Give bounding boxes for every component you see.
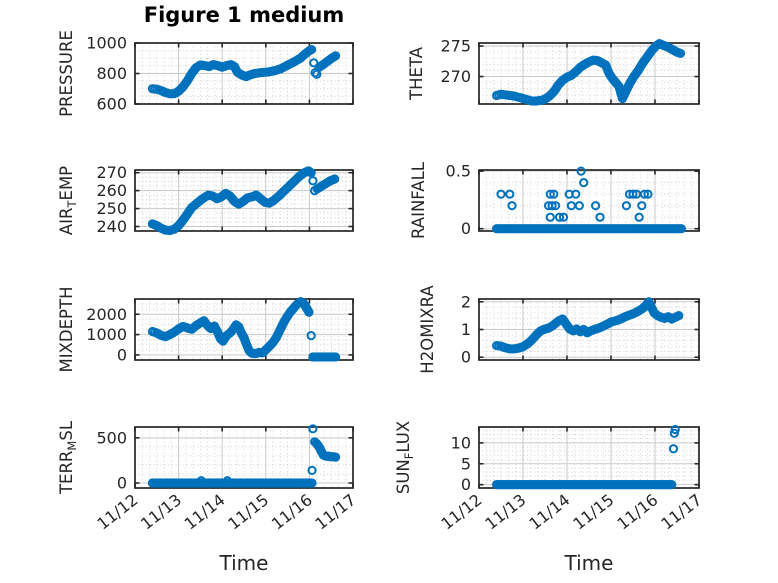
xtick-label: 11/13 (481, 490, 529, 533)
xtick-label: 11/12 (437, 490, 485, 533)
ylabel-rainfall: RAINFALL (409, 161, 428, 239)
ylabel-sun_flux: SUNFLUX (394, 421, 416, 494)
ytick-label: 1000 (86, 325, 127, 344)
ylabel-air_temp: AIRTEMP (57, 166, 79, 235)
ytick-label: 5 (461, 454, 471, 473)
ylabel-mixdepth: MIXDEPTH (57, 287, 76, 373)
xtick-label: 11/15 (569, 490, 617, 533)
ytick-label: 600 (96, 95, 127, 114)
ytick-label: 500 (96, 428, 127, 447)
xtick-label: 11/15 (224, 490, 272, 533)
xtick-label: 11/16 (613, 490, 661, 533)
subplot-rainfall: 0 0.5 RAINFALL (409, 161, 700, 239)
subplot-sun_flux: 0 5 10 SUNFLUX 11/1211/1311/1411/1511/1611/1… (394, 421, 705, 534)
ylabel-theta: THETA (407, 46, 426, 101)
xtick-label: 11/17 (311, 490, 359, 533)
ytick-label: 0 (117, 345, 127, 364)
xtick-label: 11/14 (181, 490, 229, 533)
xlabel-time-left: Time (219, 551, 269, 575)
ytick-label: 10 (451, 433, 471, 452)
xtick-label: 11/12 (93, 490, 141, 533)
ytick-label: 275 (440, 37, 471, 56)
xtick-label: 11/17 (657, 490, 705, 533)
xtick-label: 11/16 (268, 490, 316, 533)
ytick-label: 800 (96, 64, 127, 83)
subplot-theta: 270 275 THETA (407, 37, 700, 106)
subplot-pressure: 600 800 1000 PRESSURE (57, 30, 354, 117)
ytick-label: 0 (461, 475, 471, 494)
ylabel-terr_msl: TERRMSL (57, 420, 79, 495)
ytick-label: 0.5 (446, 162, 471, 181)
ytick-label: 260 (96, 181, 127, 200)
subplot-h2omixra: 0 1 2 H2OMIXRA (418, 285, 700, 374)
ytick-label: 1000 (86, 34, 127, 53)
ytick-label: 270 (440, 67, 471, 86)
ylabel-h2omixra: H2OMIXRA (418, 285, 437, 374)
ytick-label: 250 (96, 199, 127, 218)
figure-title: Figure 1 medium (143, 3, 345, 27)
ytick-label: 0 (461, 348, 471, 367)
subplot-terr_msl: 0 500 TERRMSL 11/1211/1311/1411/1511/1611/1… (57, 420, 359, 533)
xlabel-time-right: Time (564, 551, 614, 575)
xtick-label: 11/14 (525, 490, 573, 533)
ylabel-pressure: PRESSURE (57, 30, 76, 117)
ytick-label: 2000 (86, 305, 127, 324)
ytick-label: 1 (461, 320, 471, 339)
ytick-label: 2 (461, 292, 471, 311)
ytick-label: 0 (117, 474, 127, 493)
xtick-label: 11/13 (137, 490, 185, 533)
ytick-label: 270 (96, 163, 127, 182)
ytick-label: 240 (96, 217, 127, 236)
ytick-label: 0 (461, 219, 471, 238)
